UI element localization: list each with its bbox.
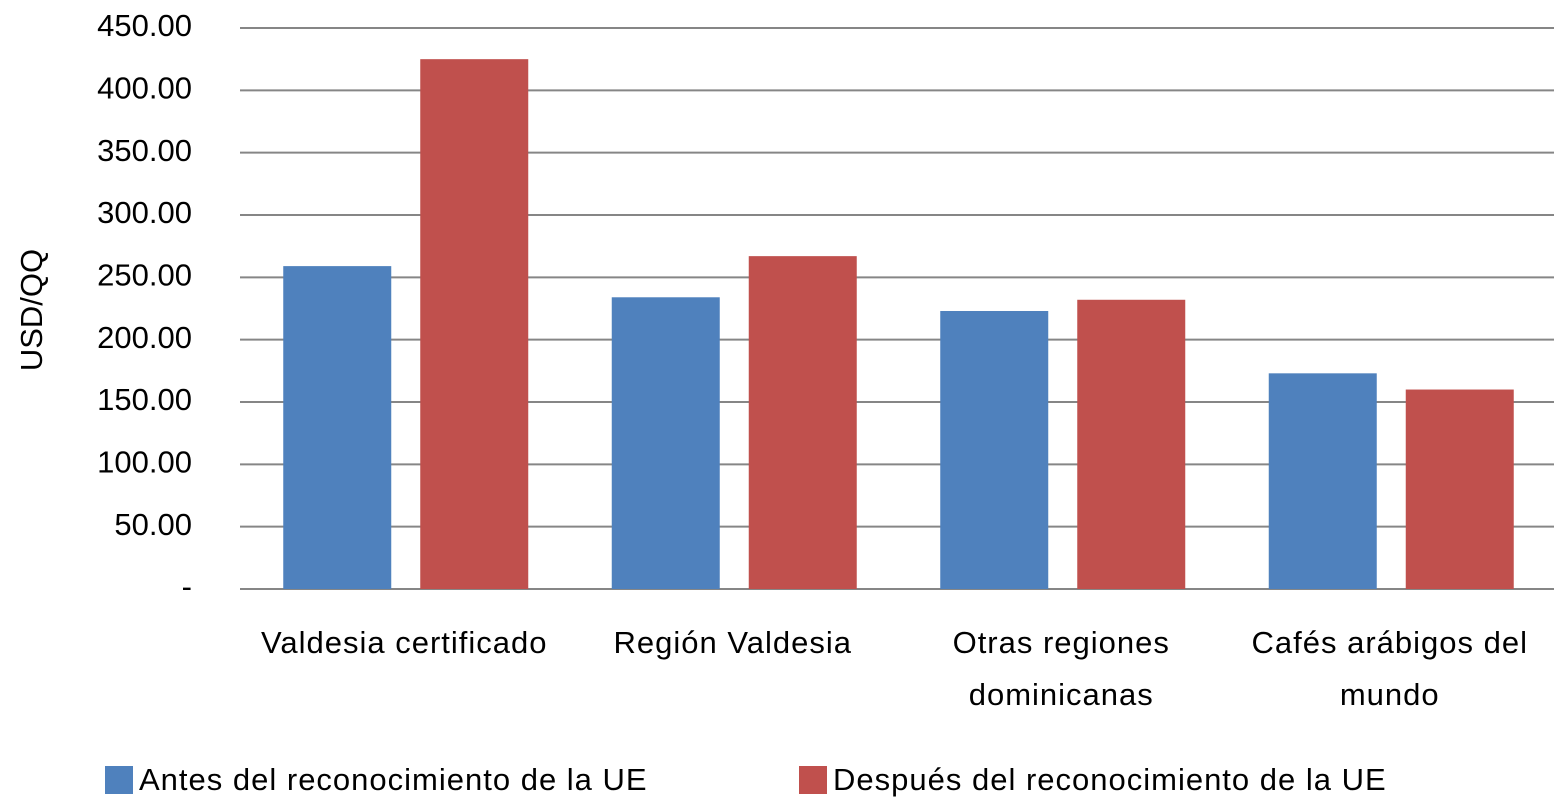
bar — [1405, 389, 1514, 589]
legend-item: Antes del reconocimiento de la UE — [105, 762, 648, 798]
y-tick-label: 150.00 — [97, 382, 192, 417]
bar — [940, 310, 1049, 589]
legend-label: Antes del reconocimiento de la UE — [139, 762, 648, 797]
x-tick-label: Región Valdesia — [613, 625, 852, 660]
bar — [748, 256, 857, 589]
y-tick-label: 50.00 — [114, 507, 192, 542]
legend-swatch — [105, 766, 133, 794]
y-tick-label: 350.00 — [97, 133, 192, 168]
y-tick-label: - — [182, 569, 192, 604]
x-tick-label: Valdesia certificado — [260, 625, 548, 660]
bar — [420, 59, 529, 589]
y-axis-title: USD/QQ — [14, 249, 49, 371]
y-tick-label: 400.00 — [97, 71, 192, 106]
y-tick-label: 200.00 — [97, 320, 192, 355]
bar — [1077, 299, 1186, 589]
y-tick-label: 300.00 — [97, 195, 192, 230]
bar — [1268, 373, 1377, 589]
bar — [611, 297, 720, 589]
x-tick-label: Cafés arábigos del mundo — [1251, 625, 1528, 712]
legend-item: Después del reconocimiento de la UE — [799, 762, 1387, 798]
legend-swatch — [799, 766, 827, 794]
legend-label: Después del reconocimiento de la UE — [833, 762, 1387, 797]
y-tick-label: 450.00 — [97, 8, 192, 43]
y-tick-label: 250.00 — [97, 258, 192, 293]
bar — [283, 266, 392, 589]
x-tick-label: Otras regiones dominicanas — [952, 625, 1170, 712]
y-tick-label: 100.00 — [97, 445, 192, 480]
